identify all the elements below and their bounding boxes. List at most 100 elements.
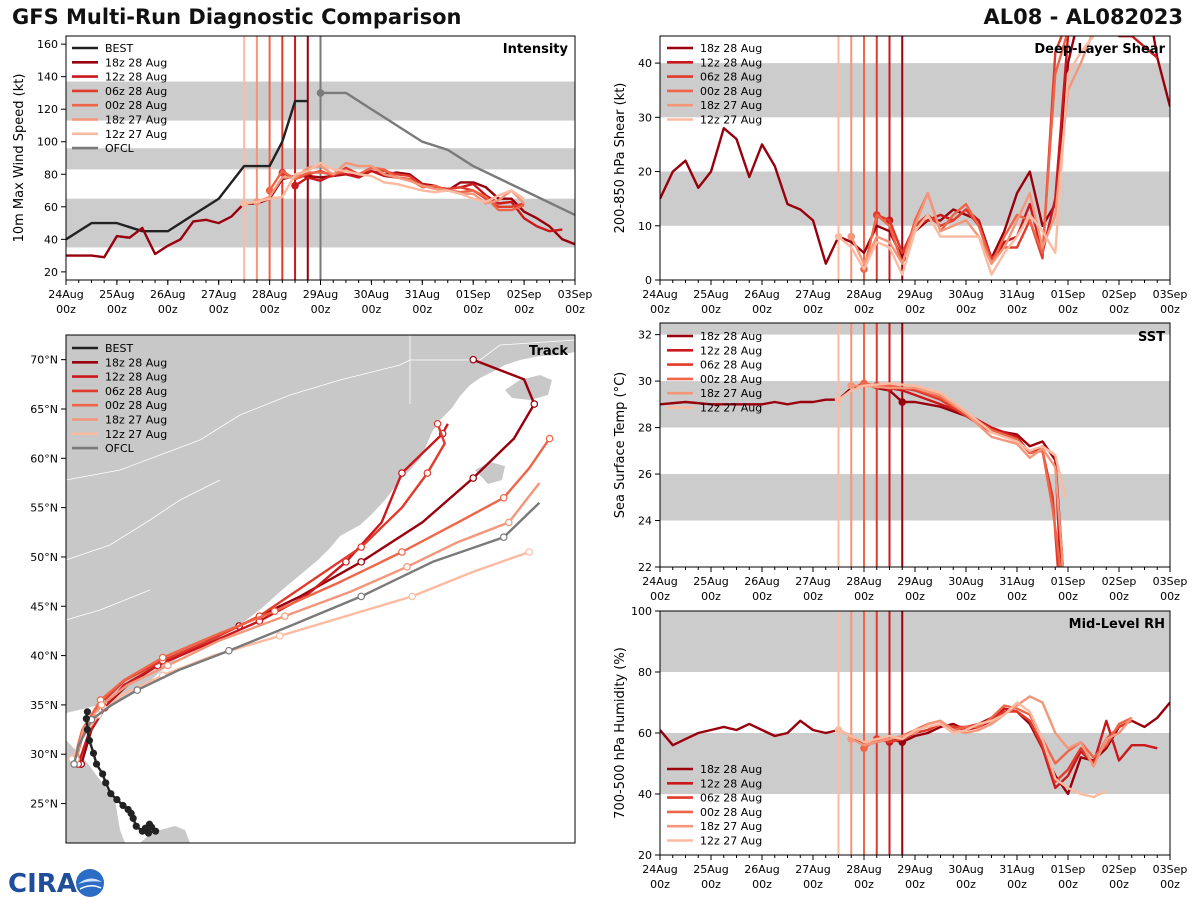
intensity-xtick-sublabel: 00z	[260, 303, 280, 316]
rh-xtick-label: 24Aug	[642, 863, 677, 876]
track-point-ofcl	[70, 760, 78, 768]
rh-legend-label-12z-27-aug: 12z 27 Aug	[700, 835, 762, 848]
intensity-xtick-sublabel: 00z	[158, 303, 178, 316]
sst-xtick-label: 02Sep	[1102, 575, 1137, 588]
rh-xtick-sublabel: 00z	[1160, 878, 1180, 891]
intensity-xtick-sublabel: 00z	[107, 303, 127, 316]
sst-xtick-sublabel: 00z	[803, 590, 823, 603]
rh-legend-label-12z-28-aug: 12z 28 Aug	[700, 777, 762, 790]
shear-xtick-sublabel: 00z	[752, 303, 772, 316]
track-ytick-label: 50°N	[30, 551, 58, 564]
rh-xtick-label: 28Aug	[846, 863, 881, 876]
sst-ylabel: Sea Surface Temp (°C)	[613, 372, 628, 519]
shear-ytick-label: 40	[638, 57, 652, 70]
intensity-xtick-sublabel: 00z	[362, 303, 382, 316]
sst-ytick-label: 28	[638, 422, 652, 435]
track-point-best	[99, 770, 107, 778]
shear-xtick-label: 31Aug	[999, 288, 1034, 301]
shear-xtick-sublabel: 00z	[905, 303, 925, 316]
shear-xtick-label: 03Sep	[1153, 288, 1188, 301]
shear-legend-label-12z-27-aug: 12z 27 Aug	[700, 114, 762, 127]
track-point-best	[102, 779, 110, 787]
track-legend-label-18z-28-aug: 18z 28 Aug	[105, 356, 167, 369]
sst-legend-label-12z-27-aug: 12z 27 Aug	[700, 402, 762, 415]
intensity-xtick-label: 03Sep	[558, 288, 593, 301]
track-point-06z-28-aug	[423, 469, 432, 477]
rh-ytick-label: 80	[638, 666, 652, 679]
intensity-xtick-sublabel: 00z	[56, 303, 76, 316]
track-point-best	[107, 790, 115, 798]
rh-xtick-label: 01Sep	[1051, 863, 1086, 876]
track-legend-label-best: BEST	[105, 342, 133, 355]
sst-xtick-sublabel: 00z	[1007, 590, 1027, 603]
track-point-best	[113, 795, 121, 804]
track-point-best	[119, 801, 127, 810]
track-point-ofcl	[357, 592, 366, 601]
rh-band-1	[660, 611, 1170, 672]
track-ytick-label: 65°N	[30, 403, 58, 416]
track-title: Track	[529, 344, 568, 359]
intensity-xtick-label: 01Sep	[456, 288, 491, 301]
intensity-series-ofcl	[320, 91, 575, 216]
rh-xtick-sublabel: 00z	[854, 878, 874, 891]
shear-band-1	[660, 63, 1170, 118]
track-ytick-label: 55°N	[30, 502, 58, 515]
sst-marker-18z-27-aug	[847, 381, 856, 390]
intensity-legend-label-00z-28-aug: 00z 28 Aug	[105, 99, 167, 112]
sst-title: SST	[1138, 330, 1165, 345]
track-point-ofcl	[499, 533, 508, 542]
rh-ylabel: 700-500 hPa Humidity (%)	[613, 647, 628, 819]
shear-ytick-label: 0	[645, 274, 652, 287]
rh-ytick-label: 20	[638, 849, 652, 862]
shear-xtick-label: 27Aug	[795, 288, 830, 301]
track-point-12z-27-aug	[408, 592, 416, 601]
rh-xtick-sublabel: 00z	[956, 878, 976, 891]
intensity-xtick-label: 24Aug	[48, 288, 83, 301]
rh-legend-label-06z-28-aug: 06z 28 Aug	[700, 792, 762, 805]
intensity-xtick-label: 29Aug	[303, 288, 338, 301]
rh-title: Mid-Level RH	[1069, 617, 1165, 632]
track-point-best	[144, 829, 153, 837]
shear-xtick-sublabel: 00z	[1160, 303, 1180, 316]
rh-legend-label-00z-28-aug: 00z 28 Aug	[700, 806, 762, 819]
track-legend-label-18z-27-aug: 18z 27 Aug	[105, 414, 167, 427]
sst-legend-label-00z-28-aug: 00z 28 Aug	[700, 373, 762, 386]
sst-xtick-sublabel: 00z	[1160, 590, 1180, 603]
track-legend-label-06z-28-aug: 06z 28 Aug	[105, 385, 167, 398]
sst-xtick-sublabel: 00z	[905, 590, 925, 603]
shear-series-12z-28-aug	[888, 36, 1159, 265]
track-point-12z-27-aug	[525, 548, 533, 556]
track-legend-label-00z-28-aug: 00z 28 Aug	[105, 399, 167, 412]
shear-xtick-label: 24Aug	[642, 288, 677, 301]
sst-xtick-sublabel: 00z	[956, 590, 976, 603]
intensity-xtick-label: 28Aug	[252, 288, 287, 301]
shear-xtick-sublabel: 00z	[1109, 303, 1129, 316]
track-ytick-label: 35°N	[30, 699, 58, 712]
rh-xtick-label: 03Sep	[1153, 863, 1188, 876]
sst-xtick-label: 27Aug	[795, 575, 830, 588]
sst-series-18z-27-aug	[851, 384, 1065, 567]
sst-xtick-sublabel: 00z	[854, 590, 874, 603]
track-point-00z-28-aug	[398, 548, 406, 556]
rh-series-00z-28-aug	[863, 704, 1133, 765]
track-point-12z-28-aug	[398, 469, 406, 477]
sst-legend-label-06z-28-aug: 06z 28 Aug	[700, 359, 762, 372]
shear-xtick-label: 02Sep	[1102, 288, 1137, 301]
rh-xtick-label: 25Aug	[693, 863, 728, 876]
shear-xtick-label: 30Aug	[948, 288, 983, 301]
shear-series-12z-27-aug	[837, 36, 1095, 276]
rh-xtick-label: 26Aug	[744, 863, 779, 876]
sst-xtick-sublabel: 00z	[701, 590, 721, 603]
shear-band-0	[660, 171, 1170, 226]
rh-xtick-sublabel: 00z	[803, 878, 823, 891]
intensity-legend-label-12z-28-aug: 12z 28 Aug	[105, 71, 167, 84]
rh-xtick-label: 27Aug	[795, 863, 830, 876]
rh-legend-label-18z-28-aug: 18z 28 Aug	[700, 763, 762, 776]
sst-ytick-label: 24	[638, 515, 652, 528]
intensity-ytick-label: 80	[44, 168, 58, 181]
rh-series-18z-28-aug	[660, 701, 1170, 796]
rh-xtick-label: 29Aug	[897, 863, 932, 876]
sst-xtick-label: 24Aug	[642, 575, 677, 588]
track-point-best	[82, 715, 90, 723]
shear-xtick-sublabel: 00z	[803, 303, 823, 316]
